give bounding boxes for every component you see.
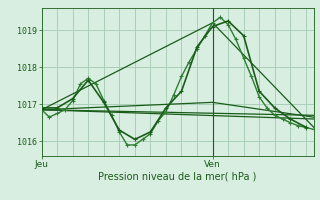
X-axis label: Pression niveau de la mer( hPa ): Pression niveau de la mer( hPa )	[99, 172, 257, 182]
